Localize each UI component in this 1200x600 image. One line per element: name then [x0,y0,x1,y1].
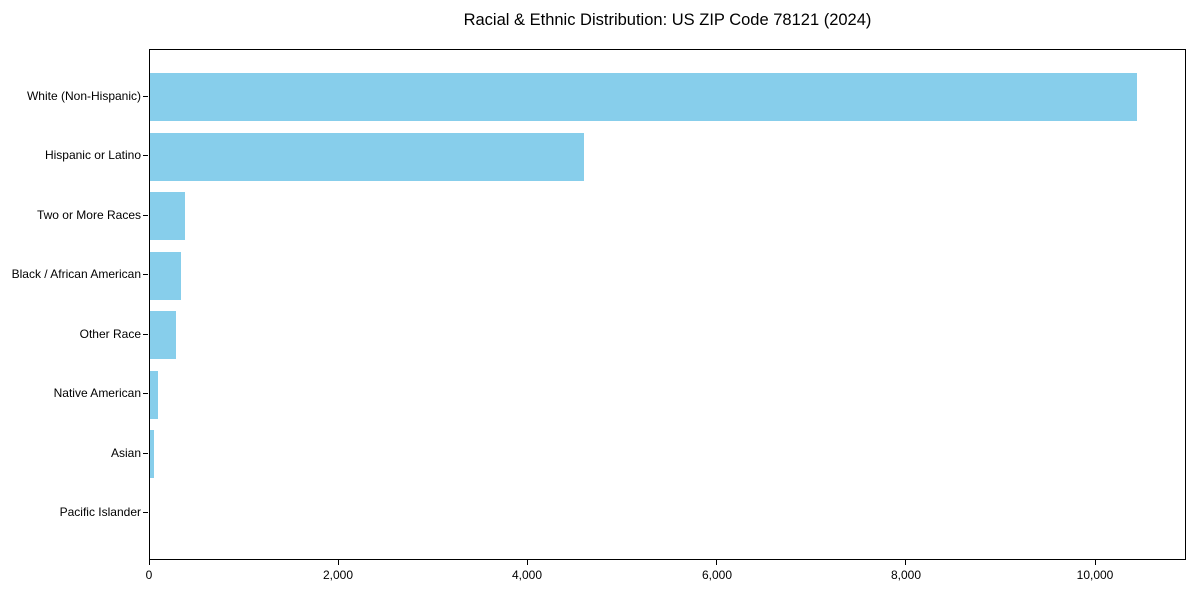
x-tick-mark [527,560,529,565]
y-tick-mark [143,215,148,217]
bar-native-american [150,371,158,419]
y-tick-mark [143,512,148,514]
x-tick-label: 8,000 [890,568,922,582]
y-tick-mark [143,453,148,455]
y-tick-mark [143,334,148,336]
x-tick-mark [338,560,340,565]
x-tick-mark [1095,560,1097,565]
y-tick-label: Black / African American [11,267,141,281]
y-tick-label: Hispanic or Latino [44,148,141,162]
x-tick-mark [716,560,718,565]
plot-area [149,49,1186,560]
chart-title: Racial & Ethnic Distribution: US ZIP Cod… [463,11,872,29]
bar-asian [150,430,154,478]
bar-other-race [150,311,176,359]
y-tick-mark [143,155,148,157]
x-tick-label: 4,000 [511,568,543,582]
y-tick-mark [143,96,148,98]
x-tick-label: 6,000 [701,568,733,582]
y-tick-label: Native American [53,386,141,400]
bar-hispanic-or-latino [150,133,584,181]
y-tick-label: White (Non-Hispanic) [26,89,141,103]
bar-white-non-hispanic [150,73,1137,121]
x-tick-mark [149,560,151,565]
bar-two-or-more-races [150,192,185,240]
y-tick-mark [143,274,148,276]
y-tick-mark [143,393,148,395]
x-tick-mark [905,560,907,565]
y-tick-label: Other Race [79,327,141,341]
y-tick-label: Asian [110,446,141,460]
x-tick-label: 10,000 [1076,568,1114,582]
bar-black-african-american [150,252,181,300]
x-tick-label: 0 [145,568,153,582]
x-tick-label: 2,000 [322,568,354,582]
y-tick-label: Two or More Races [36,208,141,222]
y-tick-label: Pacific Islander [59,505,141,519]
